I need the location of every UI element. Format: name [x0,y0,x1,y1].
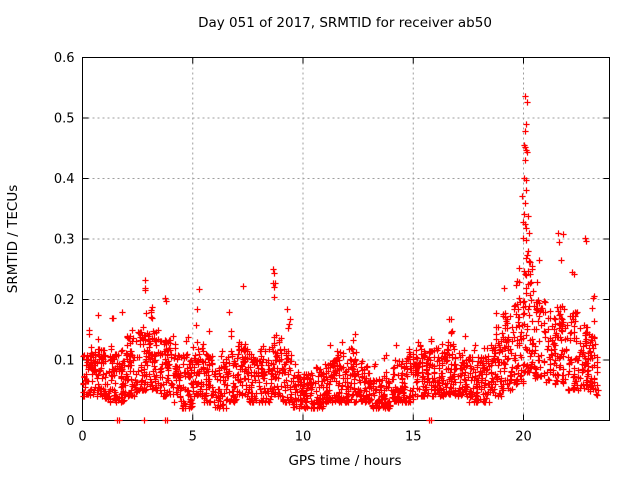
y-tick-labels: 0 0.1 0.2 0.3 0.4 0.5 0.6 [54,51,75,429]
x-tick-label: 15 [405,430,422,445]
x-tick-labels: 0 5 10 15 20 [78,430,531,445]
y-tick-label: 0.2 [54,293,75,308]
x-tick-label: 5 [189,430,197,445]
x-tick-label: 20 [515,430,532,445]
x-tick-label: 10 [295,430,312,445]
data-points [80,93,602,412]
y-tick-label: 0.4 [54,172,75,187]
axis-ticks [82,57,610,421]
y-tick-label: 0.6 [54,51,75,66]
x-tick-label: 0 [78,430,86,445]
zero-value-markers [114,417,435,424]
x-axis-label: GPS time / hours [288,453,401,469]
y-tick-label: 0 [66,414,74,429]
y-tick-label: 0.3 [54,233,75,248]
y-tick-label: 0.1 [54,354,75,369]
y-axis-label: SRMTID / TECUs [5,185,21,293]
chart-title: Day 051 of 2017, SRMTID for receiver ab5… [198,15,492,31]
y-tick-label: 0.5 [54,112,75,127]
